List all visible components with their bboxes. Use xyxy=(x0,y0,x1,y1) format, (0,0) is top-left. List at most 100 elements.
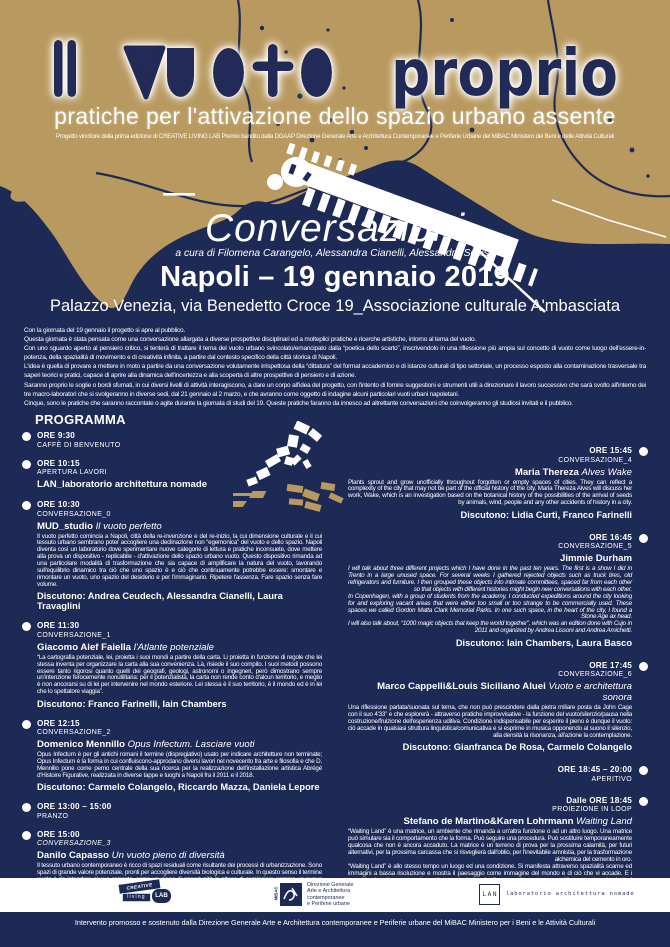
curators-line: a cura di Filomena Carangelo, Alessandra… xyxy=(175,248,495,259)
talk-title: Alves Wake xyxy=(581,466,632,478)
item-abstract: I will talk about three different projec… xyxy=(348,565,632,635)
program-item: ORE 10:15 APERTURA LAVORI LAN_laboratori… xyxy=(22,458,322,490)
speaker-name: Marco Cappelli&Louis Siciliano Aluei xyxy=(377,681,546,693)
item-time: ORE 11:30 xyxy=(37,621,80,631)
item-abstract: Opus Infectum è per gli antichi romani i… xyxy=(37,751,322,780)
creative-living-lab-logo: CREATIVE living LAB xyxy=(114,879,178,908)
item-abstract: Plants sprout and grow unofficially thro… xyxy=(348,478,632,508)
item-abstract: Il vuoto perfetto comincia a Napoli, cit… xyxy=(37,533,322,589)
bullet-icon xyxy=(22,622,31,632)
item-time: ORE 15:45 xyxy=(589,446,632,455)
poster-title: proprio xyxy=(54,37,618,111)
item-label: CONVERSAZIONE_6 xyxy=(558,671,632,679)
footer-text: Intervento promosso e sostenuto dalla Di… xyxy=(74,918,596,927)
bullet-icon xyxy=(22,432,31,441)
item-label: PROIEZIONE IN LOOP xyxy=(552,806,632,814)
discussants-line: Discutono: Franco Farinelli, Iain Chambe… xyxy=(37,698,227,709)
series-title: Conversazioni xyxy=(204,207,466,250)
speaker-name: Maria Thereza xyxy=(514,466,579,478)
talk-title: l'Atlante potenziale xyxy=(133,641,214,653)
item-label: CONVERSAZIONE_5 xyxy=(558,543,632,551)
cll-living-box: living xyxy=(122,892,151,902)
bullet-icon xyxy=(22,719,31,729)
program-column-right: ORE 15:45 CONVERSAZIONE_4 Maria Thereza … xyxy=(348,446,648,904)
program-heading: PROGRAMMA xyxy=(35,412,126,427)
abstract-paragraph: I will talk about three different projec… xyxy=(348,565,632,593)
poster-subtitle: pratiche per l'attivazione dello spazio … xyxy=(54,103,616,129)
venue-line: Palazzo Venezia, via Benedetto Croce 19_… xyxy=(50,297,620,315)
bullet-icon xyxy=(639,766,648,776)
logo-strip: CREATIVE living LAB MiBAC Direzione Gene… xyxy=(0,878,670,912)
item-time: ORE 9:30 xyxy=(37,431,76,440)
speaker-name: Domenico Mennillo xyxy=(37,739,125,751)
bullet-icon xyxy=(639,447,648,456)
talk-title: Opus Infectum. Lasciare vuoti xyxy=(127,739,255,751)
item-label: CONVERSAZIONE_1 xyxy=(37,631,111,639)
intro-text: Con la giornata del 19 gennaio il proget… xyxy=(24,326,646,408)
item-label: APERTURA LAVORI xyxy=(37,469,107,476)
item-time: ORE 13:00 – 15:00 xyxy=(37,802,112,812)
speaker-name: Stefano de Martino&Karen Lohrmann xyxy=(403,816,574,828)
speaker-name: MUD_studio xyxy=(37,520,93,532)
item-time: Dalle ORE 18:45 xyxy=(566,795,632,805)
header-map-graphic: proprio xyxy=(0,0,670,335)
discussants-line: Discutono: Lidia Curti, Franco Farinelli xyxy=(460,509,633,520)
bullet-icon xyxy=(639,533,648,543)
item-label: CONVERSAZIONE_4 xyxy=(558,456,632,464)
bullet-icon xyxy=(639,796,648,806)
program-item: ORE 9:30 CAFFÈ DI BENVENUTO xyxy=(22,431,322,449)
item-label: CONVERSAZIONE_3 xyxy=(37,840,111,848)
abstract-paragraph: “La cartografia potenziale, lei, proiett… xyxy=(37,653,322,696)
abstract-paragraph: I will also talk about, “1000 magic obje… xyxy=(348,620,632,635)
discussants-line: Discutono: Gianfranca De Rosa, Carmelo C… xyxy=(402,742,632,753)
bullet-icon xyxy=(22,459,31,469)
item-time: ORE 12:15 xyxy=(37,718,80,728)
map-sea xyxy=(0,160,670,335)
intro-paragraph: Con uno sguardo aperto al pensiero criti… xyxy=(24,345,646,362)
mibac-caption-line: contemporanee xyxy=(307,894,345,901)
program-item: ORE 11:30 CONVERSAZIONE_1 Giacomo Alef F… xyxy=(22,621,322,709)
discussants-line: Discutono: Andrea Ceudech, Alessandra Ci… xyxy=(37,591,283,612)
bullet-icon xyxy=(639,661,648,671)
mibac-emblem-art xyxy=(283,887,298,901)
program-item: ORE 17:45 CONVERSAZIONE_6 Marco Cappelli… xyxy=(348,661,648,753)
abstract-paragraph: Una riflessione parlata/suonata sul tema… xyxy=(348,704,632,739)
deco-blocks-graphic xyxy=(233,421,344,512)
mibac-emblem xyxy=(280,883,302,906)
intro-paragraph: Questa giornata è stata pensata come una… xyxy=(24,336,477,344)
talk-title: Waiting Land xyxy=(576,816,632,828)
port-pier-graphic xyxy=(163,142,667,313)
speaker-name: Danilo Capasso xyxy=(37,850,109,862)
item-time: ORE 10:15 xyxy=(37,458,80,468)
program-item: ORE 16:45 CONVERSAZIONE_5 Jimmie Durham … xyxy=(348,533,648,648)
item-label: APERITIVO xyxy=(591,775,632,783)
intro-paragraph: Cinque, sono le pratiche che saranno rac… xyxy=(24,399,573,407)
abstract-paragraph: Plants sprout and grow unofficially thro… xyxy=(348,478,632,507)
item-label: CAFFÈ DI BENVENUTO xyxy=(37,441,121,449)
item-label: CONVERSAZIONE_2 xyxy=(37,729,111,737)
program-item: ORE 12:15 CONVERSAZIONE_2 Domenico Menni… xyxy=(22,718,322,793)
program-item: ORE 15:45 CONVERSAZIONE_4 Maria Thereza … xyxy=(348,446,648,520)
program-column-left: ORE 9:30 CAFFÈ DI BENVENUTO ORE 10:15 AP… xyxy=(22,431,322,927)
talk-title: Un vuoto pieno di diversità xyxy=(111,850,225,862)
intro-paragraph: Con la giornata del 19 gennaio il proget… xyxy=(24,327,186,334)
program-item: ORE 13:00 – 15:00 PRANZO xyxy=(22,802,322,820)
mibac-caption-line: Arte e Architettura xyxy=(307,888,351,895)
mibac-caption-line: e Periferie urbane xyxy=(307,901,350,908)
map-island xyxy=(10,184,38,202)
footer-bar: Intervento promosso e sostenuto dalla Di… xyxy=(0,912,670,947)
cll-lab-badge: LAB xyxy=(152,889,171,903)
item-time: ORE 10:30 xyxy=(37,500,80,509)
map-dots xyxy=(259,18,650,178)
bullet-icon xyxy=(22,501,31,510)
item-label: PRANZO xyxy=(37,812,69,820)
discussants-line: Discutono: Carmelo Colangelo, Riccardo M… xyxy=(37,782,320,793)
intro-paragraph: L'idea è quella di provare a mettere in … xyxy=(24,363,646,380)
item-abstract: Una riflessione parlata/suonata sul tema… xyxy=(348,704,632,740)
item-time: ORE 16:45 xyxy=(589,532,632,542)
speaker-name: Giacomo Alef Faiella xyxy=(37,641,132,653)
item-abstract: “La cartografia potenziale, lei, proiett… xyxy=(37,653,322,696)
mibac-caption-line: Direzione Generale xyxy=(307,882,354,888)
bullet-icon xyxy=(22,803,31,813)
